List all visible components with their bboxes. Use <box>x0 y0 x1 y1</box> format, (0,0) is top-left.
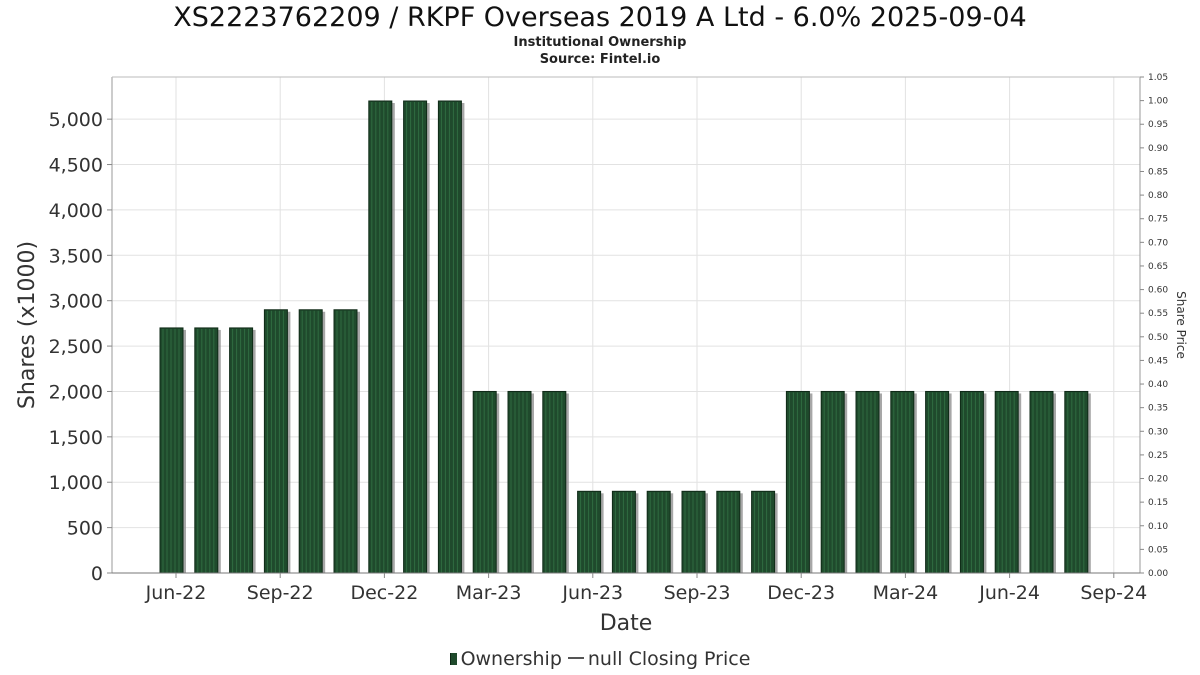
y2-tick-label: 0.35 <box>1148 404 1168 414</box>
y2-tick-label: 0.50 <box>1148 333 1168 343</box>
price-line-icon <box>567 657 584 659</box>
axes <box>111 76 1141 574</box>
chart-source: Source: Fintel.io <box>539 52 661 67</box>
chart-subtitle: Institutional Ownership <box>513 35 687 50</box>
legend-ownership-label: Ownership <box>460 648 562 670</box>
y2-tick-label: 0.05 <box>1148 545 1168 555</box>
x-tick-label: Jun-22 <box>145 582 207 604</box>
y2-tick-label: 0.80 <box>1148 191 1168 201</box>
y2-tick-label: 0.40 <box>1148 380 1168 390</box>
y2-tick-label: 0.00 <box>1148 569 1168 579</box>
y-tick-label: 2,500 <box>49 336 103 358</box>
ownership-swatch-icon <box>449 653 457 665</box>
y-tick-label: 1,000 <box>49 472 103 494</box>
y2-tick-label: 0.25 <box>1148 451 1168 461</box>
y2-tick-label: 0.45 <box>1148 356 1168 366</box>
chart-title: XS2223762209 / RKPF Overseas 2019 A Ltd … <box>173 2 1027 33</box>
y2-tick-label: 0.95 <box>1148 120 1168 130</box>
x-tick-label: Dec-22 <box>350 582 418 604</box>
y2-tick-label: 0.20 <box>1148 475 1168 485</box>
x-tick-label: Sep-23 <box>664 582 731 604</box>
x-tick-label: Jun-24 <box>978 582 1040 604</box>
y-tick-label: 3,500 <box>49 245 103 267</box>
x-tick-label: Mar-24 <box>873 582 939 604</box>
y-tick-label: 4,000 <box>49 200 103 222</box>
y-tick-label: 1,500 <box>49 427 103 449</box>
y-axis-ticks: 0 500 1,000 1,500 2,000 2,500 3,000 3,500 4,000 4… <box>49 109 112 585</box>
y2-tick-label: 0.85 <box>1148 167 1168 177</box>
y2-tick-label: 0.90 <box>1148 144 1168 154</box>
x-tick-label: Mar-23 <box>456 582 522 604</box>
y2-axis-ticks: 0.00 0.05 0.10 0.15 0.20 0.25 0.30 0.35 0.40 0.45… <box>1140 73 1168 579</box>
x-tick-label: Sep-24 <box>1080 582 1147 604</box>
y2-tick-label: 1.00 <box>1148 97 1168 107</box>
y-tick-label: 500 <box>67 518 103 540</box>
y2-tick-label: 0.30 <box>1148 427 1168 437</box>
y2-tick-label: 0.65 <box>1148 262 1168 272</box>
y2-tick-label: 0.70 <box>1148 238 1168 248</box>
x-axis-label: Date <box>600 611 653 636</box>
x-axis-ticks: Jun-22 Sep-22 Dec-22 Mar-23 Jun-23 Sep-23 Dec-… <box>145 573 1147 604</box>
y2-axis-label: Share Price <box>1174 291 1188 359</box>
x-tick-label: Dec-23 <box>767 582 835 604</box>
y2-tick-label: 0.10 <box>1148 522 1168 532</box>
y2-tick-label: 0.75 <box>1148 215 1168 225</box>
bar-series <box>159 100 1091 574</box>
x-tick-label: Sep-22 <box>247 582 314 604</box>
x-tick-label: Jun-23 <box>561 582 623 604</box>
y2-tick-label: 0.60 <box>1148 286 1168 296</box>
y-tick-label: 5,000 <box>49 109 103 131</box>
y-axis-label: Shares (x1000) <box>15 241 40 409</box>
y-tick-label: 3,000 <box>49 291 103 313</box>
y-tick-label: 2,000 <box>49 381 103 403</box>
y-tick-label: 4,500 <box>49 155 103 177</box>
legend: Ownership null Closing Price <box>0 648 1200 670</box>
legend-price-label: null Closing Price <box>587 648 751 670</box>
y2-tick-label: 1.05 <box>1148 73 1168 83</box>
y-tick-label: 0 <box>91 563 103 585</box>
y2-tick-label: 0.15 <box>1148 498 1168 508</box>
y2-tick-label: 0.55 <box>1148 309 1168 319</box>
